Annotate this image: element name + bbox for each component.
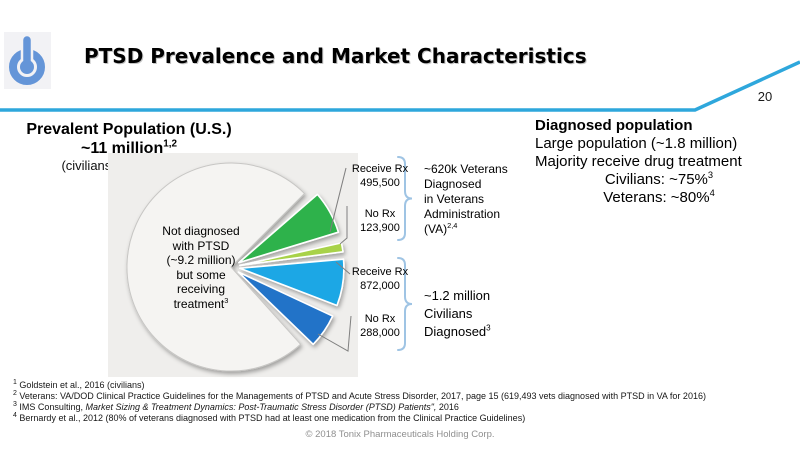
leader-line-veterans-receive-rx xyxy=(329,167,347,233)
diagnosed-population-line2: Majority receive drug treatment xyxy=(535,153,742,170)
callout-value: 495,500 xyxy=(360,176,400,189)
prevalent-population-line1: Prevalent Population (U.S.) xyxy=(26,121,232,138)
pie-center-line: receiving xyxy=(176,282,226,296)
footnote-4-text: Bernardy et al., 2012 (80% of veterans d… xyxy=(19,413,526,423)
pie-center-last-text: treatment xyxy=(173,296,225,311)
footnote-2-text: Veterans: VA/DOD Clinical Practice Guide… xyxy=(19,391,706,401)
pie-chart xyxy=(126,156,413,372)
footnotes: 1 Goldstein et al., 2016 (civilians) 2 V… xyxy=(13,379,795,424)
veterans-note-last-text: (VA) xyxy=(424,222,448,236)
prevalent-population-line2: ~11 million1,2 xyxy=(3,139,255,158)
leader-line-veterans-no-rx xyxy=(339,206,348,245)
pie-center-footnote-ref: 3 xyxy=(224,295,229,305)
pie-center-line: Not diagnosed xyxy=(162,224,240,238)
leader-line-civilians-no-rx xyxy=(317,315,352,352)
copyright-notice: © 2018 Tonix Pharmaceuticals Holding Cor… xyxy=(305,429,495,440)
diagnosed-population-heading: Diagnosed population xyxy=(535,117,693,134)
callout-veterans-receive-rx: Receive Rx 495,500 xyxy=(344,163,416,189)
callout-title: No Rx xyxy=(364,208,396,220)
footnote-1-marker: 1 xyxy=(13,379,17,386)
civilians-note-line: Civilians xyxy=(424,306,473,321)
tonix-power-logo xyxy=(4,32,51,89)
pie-slice-veterans-receive-rx xyxy=(238,193,340,264)
veterans-note-line: in Veterans xyxy=(424,192,485,206)
callout-civilians-no-rx: No Rx 288,000 xyxy=(344,313,416,339)
footnote-1-text: Goldstein et al., 2016 (civilians) xyxy=(19,380,145,390)
civilians-footnote-ref: 3 xyxy=(707,170,714,180)
pie-slice-civilians-no-rx xyxy=(237,271,334,346)
civilians-note-footnote-ref: 3 xyxy=(486,323,491,333)
callout-value: 288,000 xyxy=(360,326,400,339)
veterans-note-footnote-refs: 2,4 xyxy=(447,221,458,230)
veterans-note-line: Administration xyxy=(424,207,501,221)
leader-line-civilians-receive-rx xyxy=(335,261,351,275)
footnote-3-marker: 3 xyxy=(13,401,17,408)
civilians-treatment-rate: Civilians: ~75%3 xyxy=(535,170,783,189)
pie-center-line: (~9.2 million) xyxy=(166,253,236,267)
veterans-note-last-line: (VA)2,4 xyxy=(424,222,540,237)
footnote-2-marker: 2 xyxy=(13,390,17,397)
footnote-3: 3 IMS Consulting, Market Sizing & Treatm… xyxy=(13,401,795,413)
civilians-group-bracket xyxy=(397,257,413,351)
power-icon-dot xyxy=(20,60,34,74)
callout-title: Receive Rx xyxy=(351,266,409,278)
civilians-note-last-line: Diagnosed3 xyxy=(424,323,540,341)
prevalent-population-footnote-refs: 1,2 xyxy=(163,138,178,150)
veterans-group-bracket xyxy=(397,156,413,241)
pie-center-line: but some xyxy=(176,267,226,282)
veterans-footnote-ref: 4 xyxy=(709,188,715,198)
callout-title: No Rx xyxy=(364,313,396,325)
callout-veterans-no-rx: No Rx 123,900 xyxy=(344,208,416,234)
civilians-treatment-value: Civilians: ~75% xyxy=(604,171,708,188)
pie-slice-not-diagnosed xyxy=(126,162,305,372)
pie-slice-civilians-receive-rx xyxy=(239,258,345,307)
diagnosed-population-line1: Large population (~1.8 million) xyxy=(535,135,738,152)
pie-center-last-line: treatment3 xyxy=(141,295,261,312)
callout-value: 872,000 xyxy=(360,279,400,292)
pie-center-line: with PTSD xyxy=(172,238,230,253)
civilians-group-note: ~1.2 million Civilians Diagnosed3 xyxy=(424,287,540,341)
callout-title: Receive Rx xyxy=(351,163,409,175)
callout-civilians-receive-rx: Receive Rx 872,000 xyxy=(344,266,416,292)
veterans-treatment-rate: Veterans: ~80%4 xyxy=(535,188,783,207)
callout-value: 123,900 xyxy=(360,221,400,234)
veterans-note-line: Diagnosed xyxy=(424,177,482,191)
civilians-note-last-text: Diagnosed xyxy=(424,324,487,339)
veterans-treatment-value: Veterans: ~80% xyxy=(603,189,710,206)
page-number: 20 xyxy=(757,89,773,104)
diagnosed-population-panel: Diagnosed population Large population (~… xyxy=(535,117,783,207)
civilians-note-line: ~1.2 million xyxy=(424,288,491,303)
footnote-2: 2 Veterans: VA/DOD Clinical Practice Gui… xyxy=(13,390,795,402)
veterans-group-note: ~620k Veterans Diagnosed in Veterans Adm… xyxy=(424,162,540,237)
pie-center-label: Not diagnosed with PTSD (~9.2 million) b… xyxy=(141,224,261,311)
prevalent-population-value: ~11 million xyxy=(80,140,164,157)
footnote-4: 4 Bernardy et al., 2012 (80% of veterans… xyxy=(13,412,795,424)
veterans-note-line: ~620k Veterans xyxy=(424,162,508,176)
slide-title: PTSD Prevalence and Market Characteristi… xyxy=(84,44,587,68)
footnote-1: 1 Goldstein et al., 2016 (civilians) xyxy=(13,379,795,391)
footnote-3-post: 2016 xyxy=(436,402,459,412)
footnote-4-marker: 4 xyxy=(13,412,17,419)
footnote-3-italic-title: Market Sizing & Treatment Dynamics: Post… xyxy=(85,402,437,412)
footnote-3-pre: IMS Consulting, xyxy=(19,402,86,412)
